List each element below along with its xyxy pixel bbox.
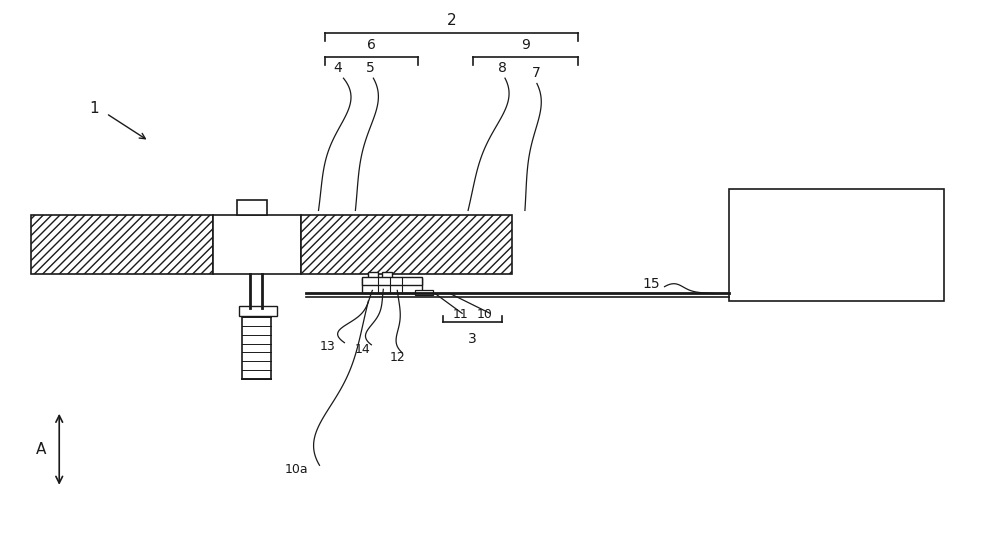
Bar <box>382 272 392 278</box>
Text: 1: 1 <box>89 101 99 116</box>
Bar <box>368 272 378 278</box>
Text: 5: 5 <box>366 61 375 75</box>
Bar <box>31 215 213 274</box>
Text: 6: 6 <box>367 38 376 52</box>
Text: 12: 12 <box>389 351 405 363</box>
Text: 14: 14 <box>355 343 370 355</box>
Text: 10: 10 <box>477 308 493 322</box>
Bar <box>729 189 944 301</box>
Text: A: A <box>36 442 46 457</box>
Text: 10a: 10a <box>285 463 308 476</box>
Text: 7: 7 <box>532 66 540 80</box>
Bar <box>239 307 277 316</box>
Text: 8: 8 <box>498 61 506 75</box>
Text: 9: 9 <box>521 38 530 52</box>
Text: 15: 15 <box>643 277 660 291</box>
Bar <box>362 277 422 285</box>
Text: 13: 13 <box>320 340 335 353</box>
Bar <box>301 215 512 274</box>
Bar <box>362 278 422 293</box>
Bar <box>415 291 433 295</box>
Text: 3: 3 <box>468 332 477 346</box>
Bar <box>213 215 301 274</box>
Text: 4: 4 <box>333 61 342 75</box>
Bar <box>237 200 267 215</box>
Text: 2: 2 <box>447 13 456 28</box>
Text: 11: 11 <box>452 308 468 322</box>
